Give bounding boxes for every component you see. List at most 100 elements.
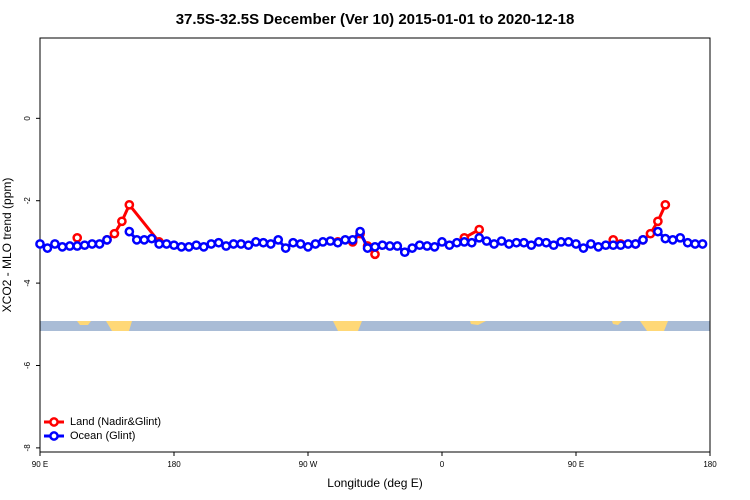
data-point [184,242,194,252]
data-point [481,236,492,246]
x-tick-label: 90 E [32,460,48,469]
data-point [72,232,83,243]
data-point [355,226,365,237]
data-point [109,228,120,239]
y-tick-label: -4 [23,279,32,287]
data-point [72,241,83,251]
data-point [176,242,187,252]
data-point [474,224,485,235]
data-point [295,239,306,249]
data-point [332,237,343,248]
data-point [392,241,403,251]
data-point [258,237,269,248]
data-point [102,235,112,245]
data-point [94,239,105,249]
data-point [593,242,604,252]
data-point [198,242,209,252]
data-point [236,239,246,249]
x-tick-label: 180 [703,460,717,469]
data-point [288,237,298,248]
data-point [414,240,425,251]
data-point [489,239,499,249]
data-point [340,235,351,245]
data-point [139,235,150,245]
y-axis-label: XCO2 - MLO trend (ppm) [0,178,14,313]
data-point [124,226,135,237]
data-point [35,239,45,249]
data-point [429,242,440,252]
legend-label: Ocean (Glint) [70,430,135,442]
y-tick-label: -6 [23,361,32,369]
data-point [64,241,75,251]
data-point [675,232,686,243]
chart-title: 37.5S-32.5S December (Ver 10) 2015-01-01… [176,11,575,28]
data-point [50,239,60,249]
data-point [191,240,202,251]
data-point [273,235,284,245]
data-point [117,216,127,227]
data-point [154,239,164,249]
data-point [504,239,514,249]
data-point [399,247,410,258]
data-point [303,242,313,252]
data-point [228,239,239,249]
data-point [124,199,135,210]
y-tick-label: -8 [23,444,32,452]
data-point [682,237,693,248]
data-point [548,240,559,251]
data-point [556,237,566,247]
data-point [615,240,626,251]
data-point [653,226,663,237]
data-point [645,228,656,239]
data-point [563,237,574,247]
data-point [586,239,596,249]
data-point [511,237,522,248]
data-point [146,233,157,244]
data-point [362,243,373,253]
data-point [213,237,224,248]
data-point [370,242,380,252]
data-point [131,235,142,245]
data-point [370,249,380,260]
land-strip [77,321,668,331]
data-point [377,240,388,251]
y-tick-label: -2 [23,197,32,205]
data-point [519,237,529,248]
data-point [169,240,179,251]
data-point [690,239,700,249]
legend-marker [49,417,59,427]
x-tick-label: 0 [440,460,445,469]
data-point [653,216,663,227]
data-point [79,240,90,251]
data-point [318,237,328,247]
data-point [608,240,619,251]
data-point [444,240,455,251]
data-point [437,237,447,247]
data-point [422,241,432,251]
data-point [697,239,708,249]
data-point [42,243,53,253]
data-point [571,239,581,249]
data-point [541,237,552,248]
data-point [280,243,291,253]
data-point [623,239,633,249]
data-point [265,239,276,249]
x-tick-label: 180 [167,460,181,469]
data-point [466,237,477,248]
x-axis-label: Longitude (deg E) [327,476,422,490]
data-point [251,237,261,247]
data-point [407,243,418,253]
data-point [87,239,97,249]
data-point [347,235,358,245]
data-point [221,241,231,251]
data-point [526,240,537,251]
data-point [533,237,544,247]
data-point [474,232,485,243]
data-point [667,235,678,245]
data-point [161,239,172,249]
data-point [578,243,589,253]
y-tick-label: 0 [23,116,32,121]
data-point [385,241,395,251]
